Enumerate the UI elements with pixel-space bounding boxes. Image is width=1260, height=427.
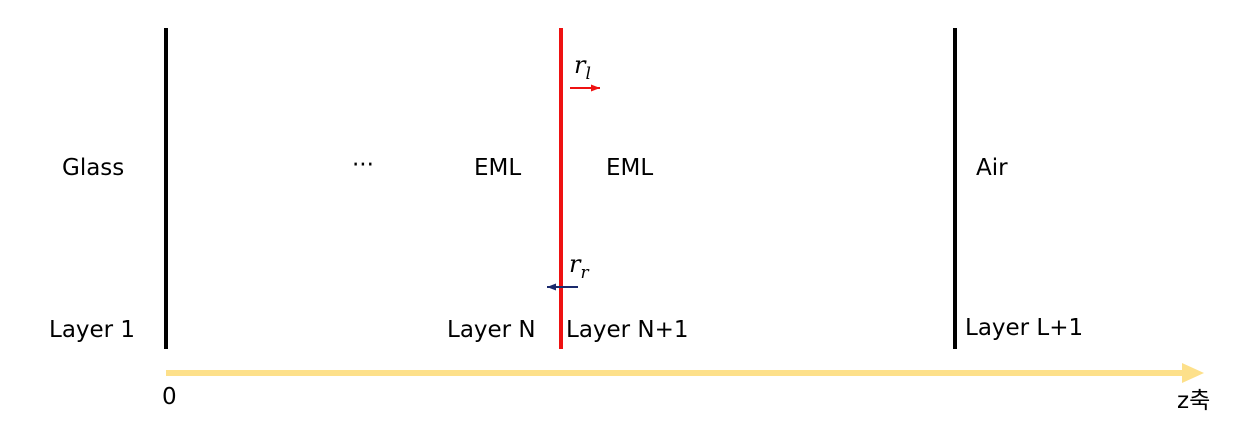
axis-origin-label: 0 bbox=[162, 384, 177, 410]
z-axis-label: z축 bbox=[1177, 388, 1210, 414]
eml-right-label: EML bbox=[606, 155, 653, 181]
layer-n-plus-1-label: Layer N+1 bbox=[566, 317, 689, 343]
layer-l-plus-1-label: Layer L+1 bbox=[965, 315, 1083, 341]
eml-left-label: EML bbox=[474, 155, 521, 181]
z-axis-arrowhead bbox=[1182, 363, 1204, 383]
air-label: Air bbox=[976, 155, 1008, 181]
layer-1-label: Layer 1 bbox=[49, 317, 135, 343]
ellipsis-label: ··· bbox=[352, 152, 374, 178]
layer-n-label: Layer N bbox=[447, 317, 536, 343]
glass-label: Glass bbox=[62, 155, 124, 181]
reflection-left-label: rl bbox=[574, 51, 591, 84]
reflection-right-label: rr bbox=[569, 250, 589, 283]
